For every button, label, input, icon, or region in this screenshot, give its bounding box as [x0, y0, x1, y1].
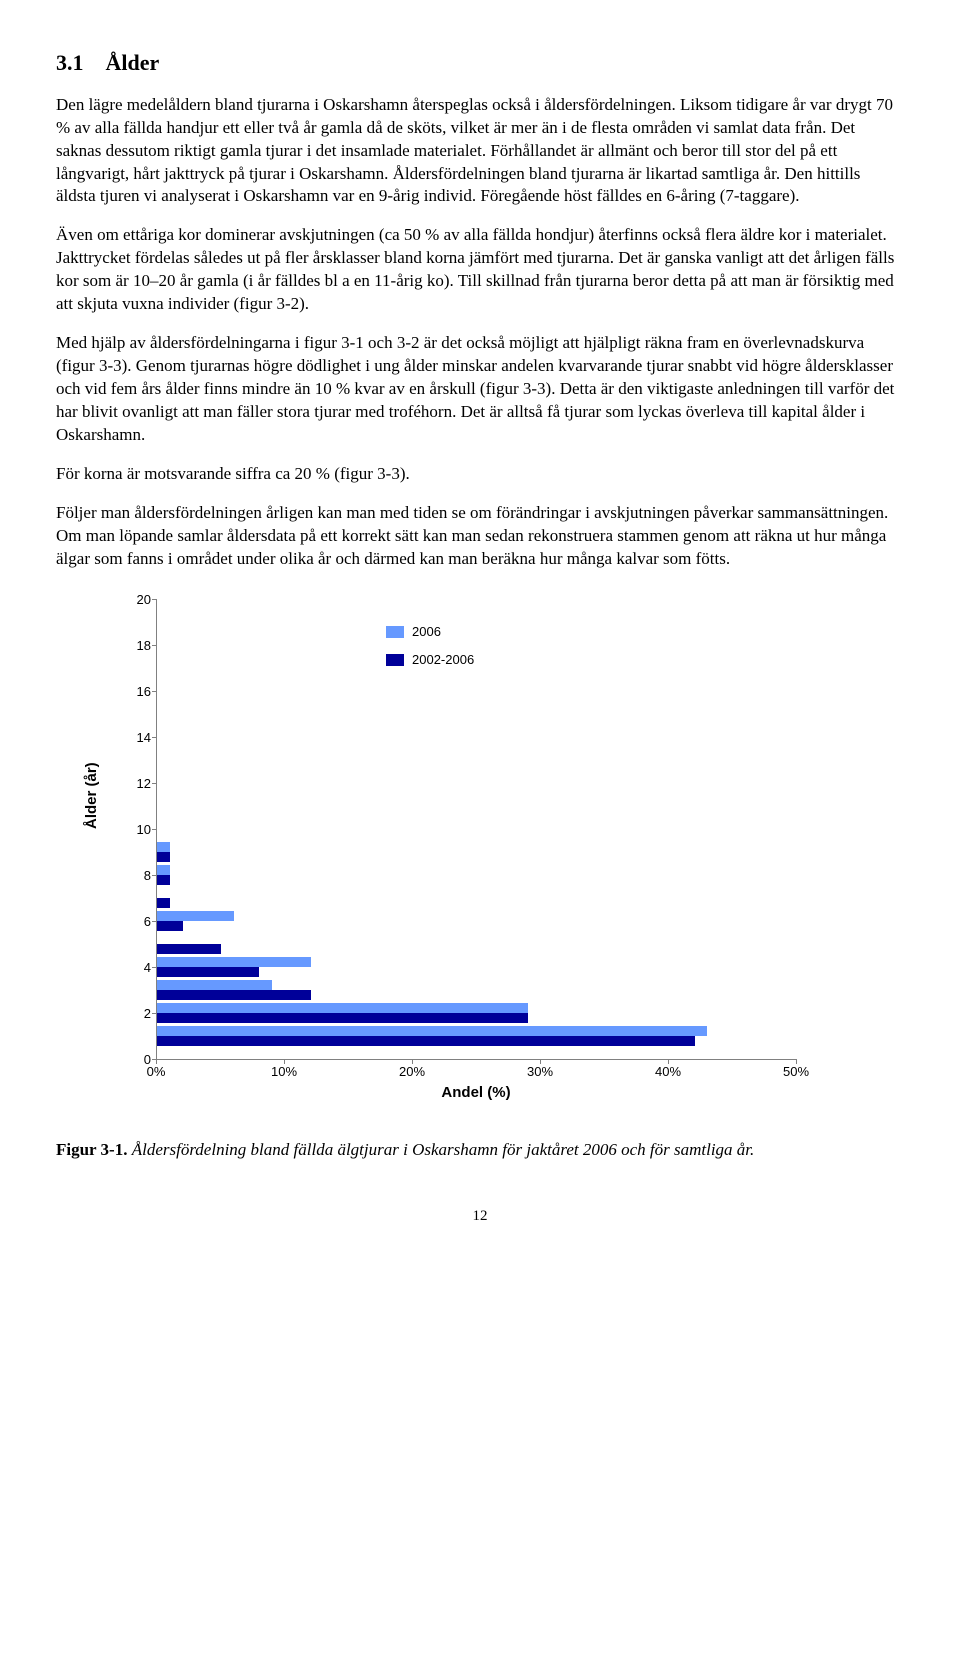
chart-bar — [157, 1013, 528, 1023]
chart-legend-item: 2002-2006 — [386, 649, 474, 671]
chart-bar — [157, 865, 170, 875]
chart-bar — [157, 1036, 695, 1046]
paragraph: Även om ettåriga kor dominerar avskjutni… — [56, 224, 904, 316]
paragraph: För korna är motsvarande siffra ca 20 % … — [56, 463, 904, 486]
figure-text: Åldersfördelning bland fällda älgtjurar … — [132, 1140, 755, 1159]
chart-x-tick-label: 0% — [126, 1063, 186, 1081]
chart-bar — [157, 911, 234, 921]
chart-y-tick-label: 2 — [121, 1005, 151, 1023]
chart-x-tick-label: 40% — [638, 1063, 698, 1081]
chart-x-axis-label: Andel (%) — [156, 1083, 796, 1103]
chart-bar — [157, 1026, 707, 1036]
chart-x-tick-label: 10% — [254, 1063, 314, 1081]
chart-y-tick-label: 4 — [121, 959, 151, 977]
figure-caption: Figur 3-1. Åldersfördelning bland fällda… — [56, 1139, 904, 1162]
chart-bar — [157, 957, 311, 967]
chart-y-tick-label: 8 — [121, 867, 151, 885]
chart-x-tick-label: 20% — [382, 1063, 442, 1081]
chart-bar — [157, 921, 183, 931]
chart-legend-label: 2002-2006 — [412, 649, 474, 671]
section-title: Ålder — [106, 50, 160, 75]
chart-bar — [157, 980, 272, 990]
paragraph: Med hjälp av åldersfördelningarna i figu… — [56, 332, 904, 447]
chart-legend-label: 2006 — [412, 621, 441, 643]
chart-legend-item: 2006 — [386, 621, 474, 643]
figure-label: Figur 3-1. — [56, 1140, 127, 1159]
page-number: 12 — [56, 1206, 904, 1226]
paragraph: Följer man åldersfördelningen årligen ka… — [56, 502, 904, 571]
chart-y-tick-label: 14 — [121, 729, 151, 747]
chart-bar — [157, 875, 170, 885]
chart-plot-area: 02468101214161820 — [156, 599, 797, 1060]
chart-y-tick-label: 16 — [121, 683, 151, 701]
chart-bar — [157, 842, 170, 852]
chart-y-tick-label: 12 — [121, 775, 151, 793]
paragraph: Den lägre medelåldern bland tjurarna i O… — [56, 94, 904, 209]
chart-bar — [157, 944, 221, 954]
chart-y-axis-label: Ålder (år) — [82, 762, 102, 829]
chart-legend-swatch — [386, 626, 404, 638]
chart-bar — [157, 852, 170, 862]
body-text: Den lägre medelåldern bland tjurarna i O… — [56, 94, 904, 571]
chart-bar — [157, 898, 170, 908]
chart-y-tick-label: 10 — [121, 821, 151, 839]
chart-x-tick-label: 50% — [766, 1063, 826, 1081]
chart-y-tick-label: 20 — [121, 591, 151, 609]
chart-bar — [157, 990, 311, 1000]
chart-y-tick-label: 18 — [121, 637, 151, 655]
chart-x-tick-label: 30% — [510, 1063, 570, 1081]
chart-bar — [157, 967, 259, 977]
chart-legend-swatch — [386, 654, 404, 666]
chart-y-tick-label: 6 — [121, 913, 151, 931]
age-distribution-chart: Ålder (år) 02468101214161820 Andel (%) 2… — [56, 599, 904, 1099]
section-number: 3.1 — [56, 50, 84, 75]
chart-legend: 2006 2002-2006 — [386, 621, 474, 677]
section-heading: 3.1 Ålder — [56, 48, 904, 78]
chart-bar — [157, 1003, 528, 1013]
